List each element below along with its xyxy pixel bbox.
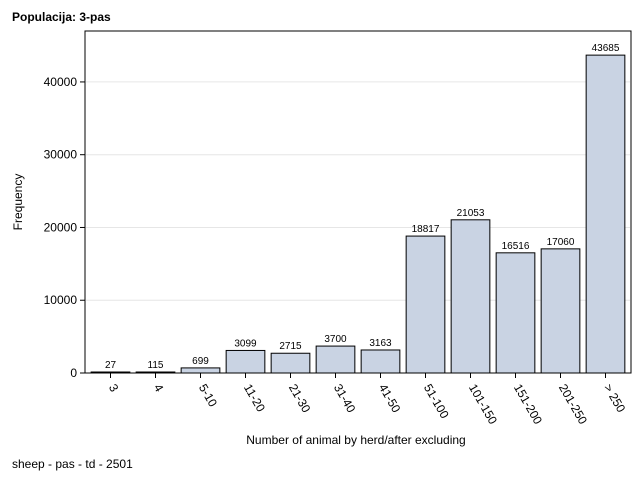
bar-data-label: 16516 xyxy=(502,241,530,252)
bar xyxy=(495,252,536,374)
x-tick-label: 11-20 xyxy=(241,382,268,415)
bar-data-label: 3700 xyxy=(324,334,347,345)
data-labels: 27 115 699 3099 2715 3700 3163 18817 21053 16516 1… xyxy=(105,43,620,371)
y-tick-label: 30000 xyxy=(44,148,78,162)
bar xyxy=(315,345,356,374)
bar-data-label: 115 xyxy=(148,360,164,371)
plot-frame xyxy=(84,30,632,374)
x-tick-label: 51-100 xyxy=(421,382,452,422)
chart-title: Populacija: 3-pas xyxy=(12,10,111,24)
x-tick-label: 41-50 xyxy=(376,382,404,416)
x-axis: 3 4 5-10 11-20 21-30 31-40 41-50 51-100 101-150 1… xyxy=(106,373,628,427)
bar xyxy=(225,349,266,374)
bar-data-label: 17060 xyxy=(547,237,575,248)
bar-data-label: 699 xyxy=(192,356,209,367)
bar-data-label: 18817 xyxy=(412,224,440,235)
x-tick-label: 101-150 xyxy=(466,382,500,427)
x-tick-label: 4 xyxy=(151,382,167,395)
bar-data-label: 2715 xyxy=(279,341,302,352)
x-tick-label: 21-30 xyxy=(286,382,314,416)
y-tick-label: 0 xyxy=(70,366,77,380)
bar-data-label: 27 xyxy=(105,360,117,371)
bar-data-label: 43685 xyxy=(592,43,620,54)
x-tick-label: 201-250 xyxy=(556,382,590,427)
bar xyxy=(540,248,581,374)
y-tick-label: 10000 xyxy=(44,293,78,307)
y-tick-label: 20000 xyxy=(44,220,78,234)
x-tick-label: 151-200 xyxy=(511,382,545,427)
x-axis-label: Number of animal by herd/after excluding xyxy=(246,433,465,447)
y-tick-label: 40000 xyxy=(44,75,78,89)
x-tick-label: 5-10 xyxy=(196,382,220,410)
bar xyxy=(360,349,401,374)
x-tick-label: 31-40 xyxy=(331,382,359,416)
bar-data-label: 3163 xyxy=(369,338,392,349)
bars xyxy=(90,54,626,374)
bar xyxy=(270,352,311,374)
grid-lines xyxy=(86,81,630,301)
bar-data-label: 21053 xyxy=(457,208,485,219)
x-tick-label: 3 xyxy=(106,382,122,395)
y-axis: 0 10000 20000 30000 40000 xyxy=(44,75,85,380)
bar xyxy=(450,219,491,374)
bar xyxy=(585,54,626,374)
x-tick-label: > 250 xyxy=(601,382,628,416)
bar-data-label: 3099 xyxy=(234,338,257,349)
bar xyxy=(405,235,446,374)
footer-note: sheep - pas - td - 2501 xyxy=(12,457,133,471)
bar xyxy=(180,367,221,374)
y-axis-label: Frequency xyxy=(11,174,25,231)
